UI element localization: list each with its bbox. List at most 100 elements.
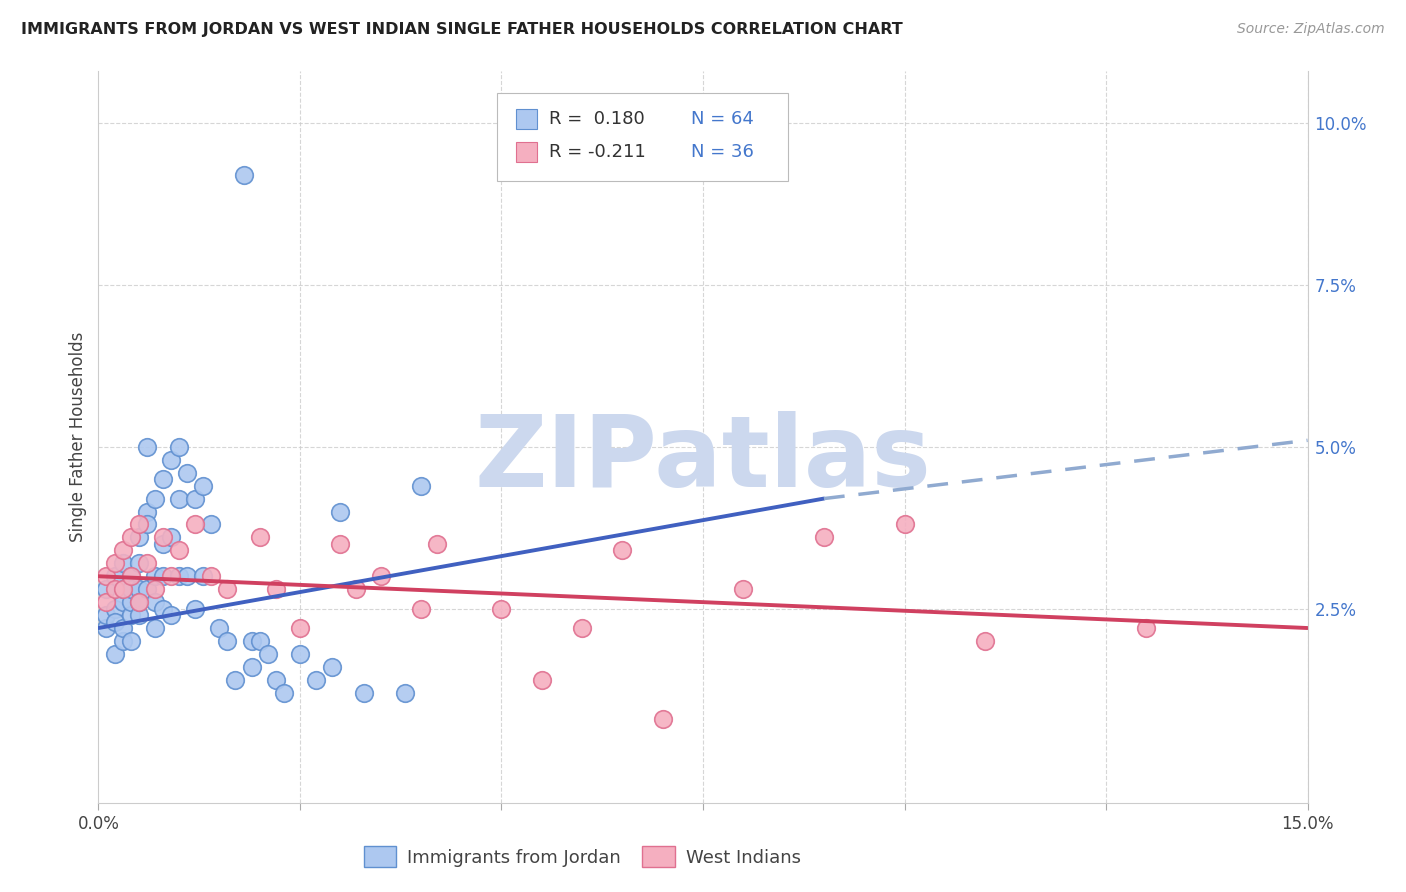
Point [143,595,166,609]
Point [409,478,432,492]
Point [143,582,166,597]
Point [128,595,150,609]
Point [288,647,311,661]
Point [152,537,174,551]
Point [111,557,134,571]
Point [128,608,150,623]
Point [135,504,157,518]
Point [193,478,215,492]
Point [184,491,207,506]
Point [111,582,134,597]
Point [264,673,287,687]
Point [217,582,239,597]
Point [152,569,174,583]
Point [111,634,134,648]
Point [103,615,125,629]
Point [394,686,416,700]
Point [120,569,142,583]
Point [571,621,593,635]
Text: R =  0.180: R = 0.180 [550,110,645,128]
Point [152,472,174,486]
Point [143,491,166,506]
Point [651,712,673,726]
Point [176,466,198,480]
Point [224,673,246,687]
Point [96,608,118,623]
Point [370,569,392,583]
Point [103,601,125,615]
Point [128,517,150,532]
Point [120,634,142,648]
Point [305,673,328,687]
Point [96,569,118,583]
Point [128,557,150,571]
Point [184,601,207,615]
Point [329,537,352,551]
Point [128,595,150,609]
Point [200,569,222,583]
Point [232,168,254,182]
Point [160,452,183,467]
Point [240,660,263,674]
Point [120,608,142,623]
FancyBboxPatch shape [516,109,537,129]
Point [111,621,134,635]
Point [530,673,553,687]
Point [96,621,118,635]
Text: R = -0.211: R = -0.211 [550,143,647,161]
Point [353,686,375,700]
Point [344,582,367,597]
Text: N = 64: N = 64 [690,110,754,128]
Point [409,601,432,615]
Text: IMMIGRANTS FROM JORDAN VS WEST INDIAN SINGLE FATHER HOUSEHOLDS CORRELATION CHART: IMMIGRANTS FROM JORDAN VS WEST INDIAN SI… [21,22,903,37]
Point [208,621,231,635]
FancyBboxPatch shape [498,94,787,181]
Point [111,582,134,597]
Point [256,647,278,661]
Point [167,569,190,583]
Point [249,634,271,648]
Point [103,557,125,571]
Point [160,530,183,544]
Point [193,569,215,583]
Point [120,595,142,609]
Point [240,634,263,648]
Point [288,621,311,635]
FancyBboxPatch shape [516,142,537,162]
Point [103,582,125,597]
Point [893,517,915,532]
Point [167,543,190,558]
Point [128,582,150,597]
Point [152,530,174,544]
Point [273,686,295,700]
Point [111,595,134,609]
Point [329,504,352,518]
Point [143,569,166,583]
Point [733,582,755,597]
Point [120,569,142,583]
Point [135,517,157,532]
Point [167,491,190,506]
Text: ZIPatlas: ZIPatlas [475,410,931,508]
Point [426,537,449,551]
Point [491,601,513,615]
Point [135,582,157,597]
Point [321,660,343,674]
Point [135,440,157,454]
Point [120,530,142,544]
Point [176,569,198,583]
Y-axis label: Single Father Households: Single Father Households [69,332,87,542]
Point [120,582,142,597]
Point [111,543,134,558]
Point [135,557,157,571]
Point [152,601,174,615]
Point [200,517,222,532]
Point [612,543,634,558]
Point [217,634,239,648]
Point [974,634,997,648]
Point [160,569,183,583]
Point [103,569,125,583]
Text: N = 36: N = 36 [690,143,754,161]
Point [184,517,207,532]
Point [1135,621,1157,635]
